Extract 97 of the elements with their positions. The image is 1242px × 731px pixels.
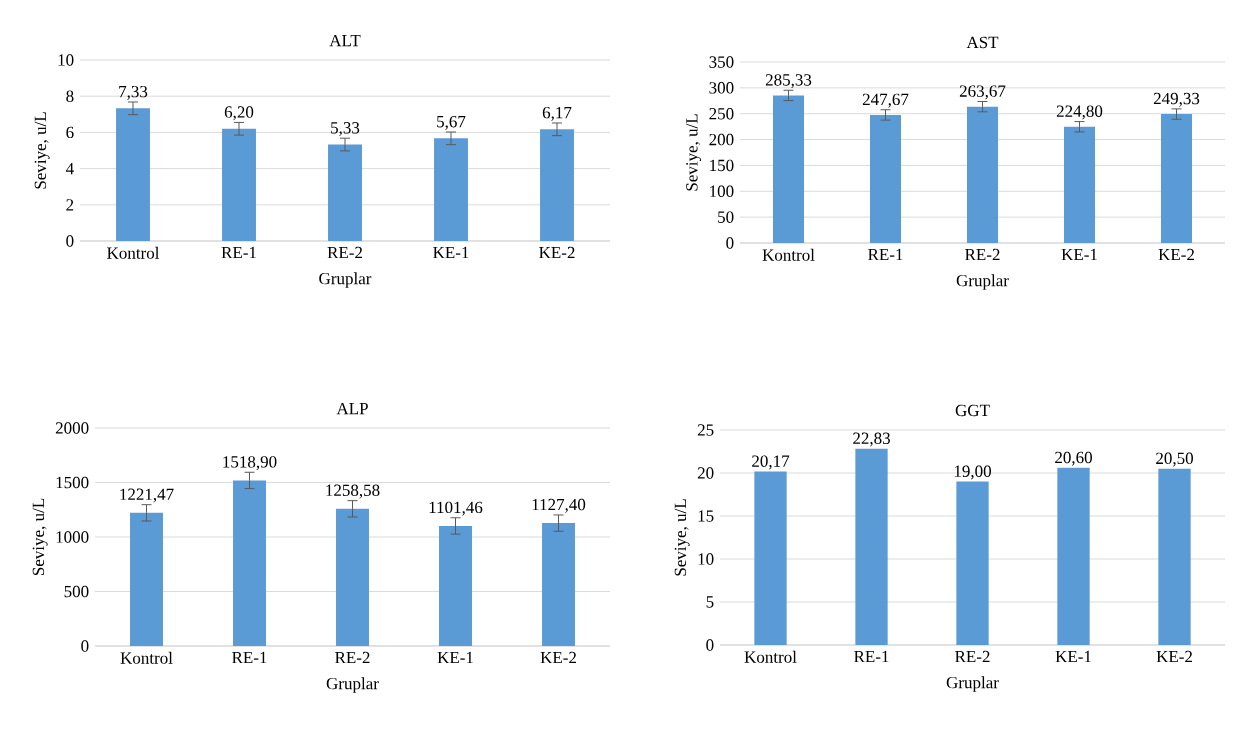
x-tick-label: RE-1	[854, 650, 889, 663]
y-tick-label: 10	[698, 553, 714, 565]
data-label: 20,60	[1055, 451, 1092, 466]
x-tick-label: Kontrol	[762, 248, 815, 261]
bar	[116, 108, 150, 241]
bar	[869, 114, 902, 243]
x-tick-label: KE-2	[540, 651, 576, 664]
bar	[1158, 468, 1191, 645]
y-tick-label: 0	[81, 640, 89, 652]
bar	[1057, 467, 1090, 645]
bar	[1063, 126, 1096, 243]
y-tick-label: 8	[66, 90, 74, 102]
data-label: 285,33	[765, 74, 812, 89]
bar	[542, 523, 575, 646]
bar	[956, 481, 989, 645]
y-tick-label: 100	[710, 185, 734, 198]
x-tick-label: Kontrol	[107, 246, 160, 259]
x-tick-label: RE-2	[327, 246, 363, 259]
y-tick-label: 0	[66, 235, 74, 247]
y-tick-label: 25	[697, 424, 714, 436]
y-tick-label: 250	[709, 107, 734, 120]
y-tick-label: 15	[698, 510, 714, 522]
y-tick-label: 350	[709, 56, 734, 68]
bar	[439, 525, 472, 646]
bar	[222, 128, 256, 241]
chart-title: GGT	[955, 404, 990, 417]
x-axis-title: Gruplar	[319, 272, 372, 288]
x-axis-title: Gruplar	[326, 677, 379, 693]
x-axis-title: Gruplar	[956, 274, 1009, 290]
y-axis-title: Seviye, u/L	[674, 499, 690, 576]
data-label: 5,67	[437, 115, 466, 130]
x-tick-label: Kontrol	[120, 651, 173, 664]
data-label: 263,67	[959, 85, 1006, 100]
x-tick-label: KE-1	[433, 246, 469, 259]
x-tick-label: KE-1	[437, 651, 473, 664]
bar	[233, 480, 266, 646]
bar	[1160, 114, 1193, 243]
bar	[754, 471, 787, 645]
data-label: 7,33	[119, 85, 148, 100]
y-tick-label: 200	[709, 133, 734, 146]
y-tick-label: 4	[65, 163, 74, 175]
data-label: 6,20	[224, 106, 254, 121]
y-tick-label: 0	[726, 237, 734, 249]
data-label: 6,17	[542, 106, 572, 121]
data-label: 1258,58	[326, 484, 380, 499]
x-tick-label: RE-2	[955, 650, 990, 663]
y-tick-label: 20	[697, 467, 714, 479]
y-tick-label: 10	[58, 54, 74, 66]
y-tick-label: 150	[710, 159, 734, 172]
y-tick-label: 1000	[56, 531, 89, 543]
bar	[540, 129, 574, 241]
y-axis-title: Seviye, u/L	[686, 114, 702, 191]
data-label: 22,83	[853, 432, 890, 447]
data-label: 20,50	[1156, 452, 1193, 467]
y-tick-label: 0	[706, 639, 714, 651]
x-tick-label: RE-1	[868, 248, 903, 261]
bar	[434, 138, 468, 241]
x-tick-label: RE-1	[221, 246, 256, 259]
chart-title: ALP	[336, 402, 368, 415]
y-axis-title: Seviye, u/L	[34, 112, 50, 189]
y-tick-label: 5	[706, 596, 714, 608]
chart-title: AST	[966, 36, 999, 49]
data-label: 249,33	[1153, 92, 1200, 107]
y-tick-label: 500	[64, 585, 89, 598]
data-label: 20,17	[752, 455, 790, 470]
y-tick-label: 2000	[55, 422, 89, 434]
data-label: 247,67	[862, 93, 909, 108]
x-tick-label: RE-2	[965, 248, 1000, 261]
data-label: 1127,40	[532, 498, 586, 513]
x-axis-title: Gruplar	[946, 676, 999, 692]
x-tick-label: Kontrol	[744, 650, 797, 663]
bar	[772, 95, 805, 243]
x-tick-label: KE-2	[1158, 248, 1194, 261]
x-tick-label: RE-1	[232, 651, 267, 664]
data-label: 1221,47	[120, 488, 174, 503]
bar	[336, 508, 369, 646]
data-label: 224,80	[1056, 105, 1103, 120]
data-label: 19,00	[954, 465, 991, 480]
bar	[966, 106, 999, 243]
data-label: 1518,90	[223, 456, 277, 471]
data-label: 1101,46	[429, 501, 483, 516]
y-tick-label: 1500	[56, 476, 89, 489]
y-tick-label: 300	[709, 82, 734, 94]
x-tick-label: KE-2	[1156, 650, 1192, 663]
x-tick-label: RE-2	[335, 651, 370, 664]
bar	[855, 448, 888, 645]
x-tick-label: KE-1	[1061, 248, 1097, 261]
bar	[130, 512, 163, 646]
y-tick-label: 50	[718, 211, 734, 223]
data-label: 5,33	[331, 122, 360, 136]
y-axis-title: Seviye, u/L	[32, 498, 48, 576]
x-tick-label: KE-2	[539, 246, 575, 259]
y-tick-label: 2	[66, 199, 74, 211]
x-tick-label: KE-1	[1055, 650, 1091, 663]
chart-title: ALT	[329, 34, 361, 47]
bar	[328, 144, 362, 241]
y-tick-label: 6	[66, 126, 74, 139]
